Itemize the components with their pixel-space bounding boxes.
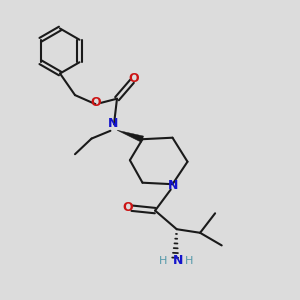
Text: O: O	[90, 96, 101, 109]
Text: H: H	[184, 256, 193, 266]
Text: O: O	[128, 72, 139, 85]
Text: H: H	[158, 256, 167, 266]
Text: N: N	[108, 117, 118, 130]
Polygon shape	[117, 130, 144, 142]
Text: O: O	[122, 201, 133, 214]
Text: N: N	[173, 254, 183, 267]
Text: N: N	[168, 179, 178, 193]
